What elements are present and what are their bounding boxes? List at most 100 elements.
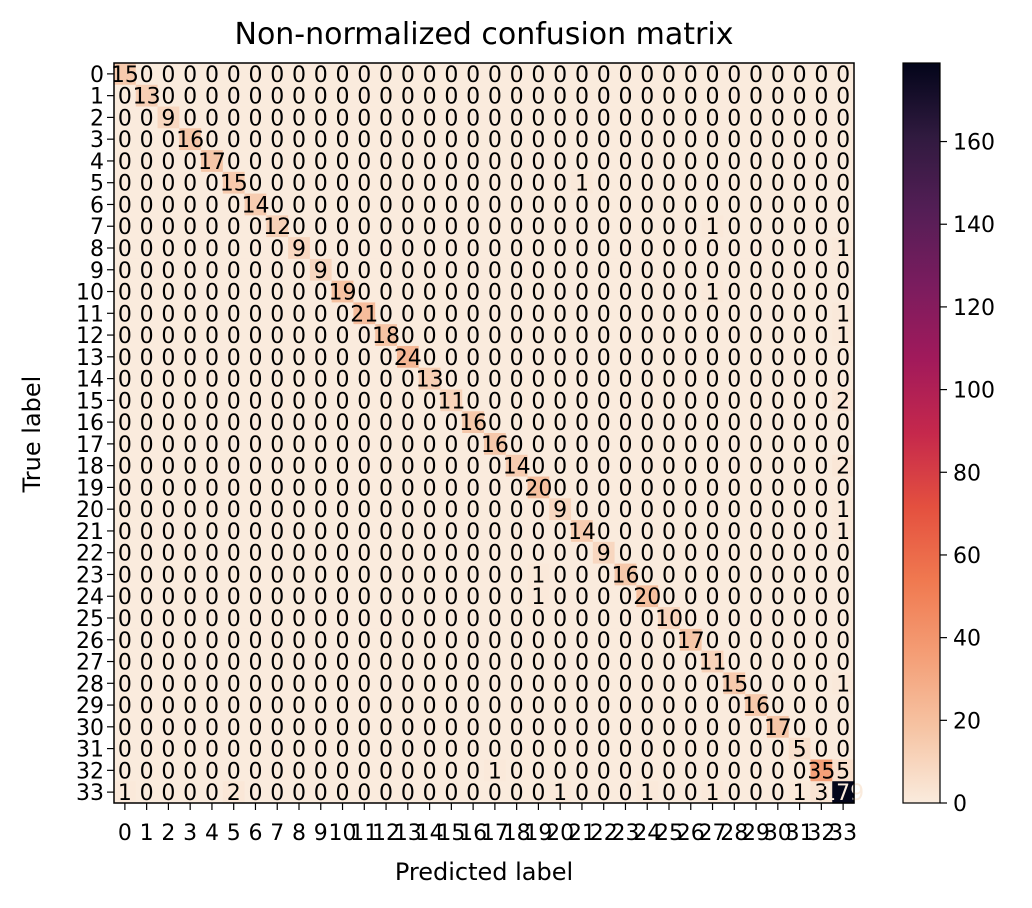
heatmap-cell — [679, 280, 703, 304]
heatmap-cell — [375, 128, 398, 151]
heatmap-cell — [484, 280, 507, 304]
heatmap-cell — [440, 63, 463, 86]
heatmap-cell — [201, 258, 224, 282]
heatmap-cell — [745, 258, 768, 282]
heatmap-cell — [810, 84, 833, 108]
heatmap-cell — [766, 106, 790, 129]
heatmap-cell — [288, 345, 311, 369]
heatmap-cell — [549, 150, 572, 173]
heatmap-cell — [614, 106, 637, 129]
heatmap-cell — [571, 258, 594, 282]
heatmap-cell — [484, 84, 507, 108]
heatmap-cell — [788, 280, 812, 304]
heatmap-cell — [440, 128, 463, 151]
heatmap-cell — [157, 324, 180, 347]
heatmap-cell — [288, 106, 311, 129]
x-axis-label: Predicted label — [395, 858, 573, 886]
heatmap-cell — [549, 258, 572, 282]
heatmap-cell — [309, 215, 333, 238]
heatmap-cell — [179, 280, 202, 304]
heatmap-cell — [222, 63, 246, 86]
heatmap-cell — [549, 302, 572, 325]
heatmap-cell — [810, 324, 833, 347]
heatmap-cell — [440, 345, 463, 369]
heatmap-cell — [766, 324, 790, 347]
heatmap-cell — [244, 63, 267, 86]
heatmap-cell — [331, 215, 355, 238]
heatmap-cell — [658, 258, 681, 282]
heatmap-cell — [331, 84, 355, 108]
heatmap-cell — [679, 63, 703, 86]
heatmap-cell — [222, 302, 246, 325]
heatmap-cell — [745, 128, 768, 151]
colorbar-tick-label: 0 — [953, 792, 967, 817]
heatmap-cell — [114, 324, 137, 347]
heatmap-cell — [527, 84, 550, 108]
heatmap-cell — [353, 193, 376, 216]
heatmap-cell — [288, 258, 311, 282]
heatmap-cell — [331, 171, 355, 195]
heatmap-cell — [375, 63, 398, 86]
heatmap-cell — [114, 150, 137, 173]
heatmap-cell — [571, 215, 594, 238]
heatmap-cell — [832, 106, 855, 129]
colorbar-tick-label: 120 — [953, 296, 995, 321]
x-tick-label: 8 — [292, 821, 306, 846]
heatmap-cell — [658, 237, 681, 260]
heatmap-cell — [549, 193, 572, 216]
heatmap-cell — [309, 302, 333, 325]
heatmap-cell — [375, 345, 398, 369]
heatmap-cell — [114, 106, 137, 129]
heatmap-cell — [222, 258, 246, 282]
heatmap-cell — [658, 324, 681, 347]
heatmap-cell — [266, 215, 289, 238]
heatmap-cell — [527, 302, 550, 325]
x-tick-label: 5 — [227, 821, 241, 846]
heatmap-cell — [484, 237, 507, 260]
heatmap-cell — [592, 106, 616, 129]
heatmap-cell — [309, 84, 333, 108]
heatmap-cell — [244, 128, 267, 151]
heatmap-cell — [614, 63, 637, 86]
heatmap-cell — [331, 63, 355, 86]
heatmap-cell — [157, 128, 180, 151]
heatmap-cell — [157, 345, 180, 369]
heatmap-cell — [309, 237, 333, 260]
heatmap-cell — [331, 302, 355, 325]
heatmap-cell — [636, 258, 659, 282]
heatmap-cell — [179, 237, 202, 260]
heatmap-cell — [462, 171, 485, 195]
heatmap-cell — [375, 324, 398, 347]
heatmap-cell — [418, 324, 442, 347]
heatmap-cell — [396, 345, 420, 369]
heatmap-cell — [810, 258, 833, 282]
heatmap-cell — [462, 106, 485, 129]
heatmap-cell — [462, 215, 485, 238]
colorbar-tick-label: 140 — [953, 213, 995, 238]
heatmap-cell — [222, 128, 246, 151]
heatmap-cell — [309, 345, 333, 369]
heatmap-cell — [505, 324, 529, 347]
heatmap-cell — [114, 171, 137, 195]
heatmap-cell — [701, 215, 725, 238]
heatmap-cell — [135, 128, 159, 151]
heatmap-cell — [658, 150, 681, 173]
heatmap-cell — [723, 280, 746, 304]
heatmap-cell — [571, 63, 594, 86]
heatmap-cell — [679, 106, 703, 129]
heatmap-cell — [810, 63, 833, 86]
heatmap-cell — [679, 128, 703, 151]
heatmap-cell — [288, 150, 311, 173]
heatmap-cell — [658, 280, 681, 304]
heatmap-cell — [832, 258, 855, 282]
heatmap-cell — [396, 193, 420, 216]
y-axis-ticks: 0123456789101112131415161718192021222324… — [76, 63, 114, 806]
heatmap-cell — [810, 150, 833, 173]
heatmap-cell — [157, 106, 180, 129]
heatmap-cell — [179, 128, 202, 151]
heatmap-cell — [701, 258, 725, 282]
heatmap-cell — [788, 84, 812, 108]
heatmap-cell — [396, 63, 420, 86]
heatmap-cell — [396, 215, 420, 238]
heatmap-cell — [527, 258, 550, 282]
